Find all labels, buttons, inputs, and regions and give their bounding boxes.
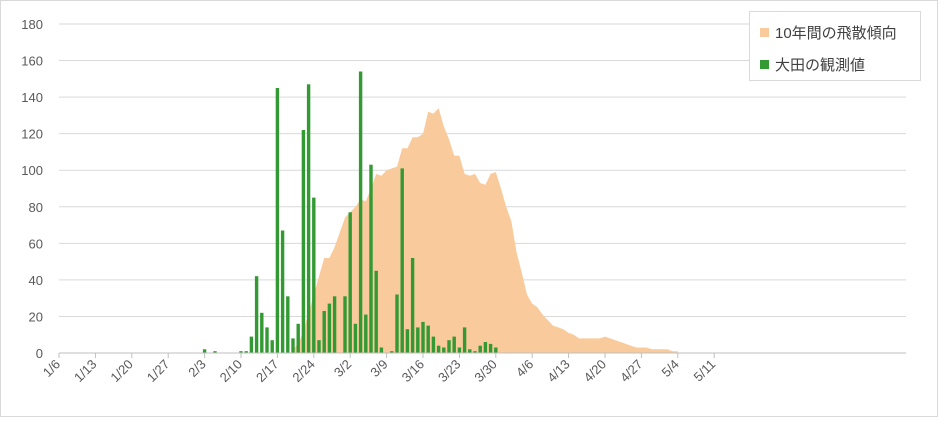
observed-bar xyxy=(286,296,290,353)
legend-swatch-trend xyxy=(760,28,769,37)
observed-bar xyxy=(405,329,410,353)
x-tick-label: 3/23 xyxy=(435,357,464,386)
observed-bar xyxy=(358,71,363,353)
observed-bar xyxy=(322,311,326,353)
observed-bar xyxy=(390,351,394,353)
y-tick-label: 120 xyxy=(21,127,43,142)
observed-bar xyxy=(400,168,404,353)
x-tick-label: 1/27 xyxy=(144,357,173,386)
observed-bar xyxy=(275,88,280,353)
y-tick-label: 140 xyxy=(21,90,43,105)
observed-bar xyxy=(249,336,254,353)
observed-bar xyxy=(332,296,337,353)
legend-label-trend: 10年間の飛散傾向 xyxy=(775,25,897,42)
legend-label-observed: 大田の観測値 xyxy=(775,57,866,74)
y-tick-label: 100 xyxy=(21,163,43,178)
y-tick-label: 20 xyxy=(29,309,43,324)
x-tick-label: 2/3 xyxy=(185,357,208,380)
y-tick-label: 180 xyxy=(21,17,43,32)
observed-bar xyxy=(270,340,274,353)
legend-swatch-observed xyxy=(760,60,769,69)
observed-bar xyxy=(462,327,467,353)
observed-bar xyxy=(457,347,462,353)
observed-bar xyxy=(239,351,243,353)
x-tick-label: 2/10 xyxy=(217,357,246,386)
observed-bar xyxy=(421,321,425,353)
observed-bar xyxy=(343,296,347,353)
observed-bar xyxy=(364,314,368,353)
y-tick-label: 80 xyxy=(29,200,43,215)
observed-bar xyxy=(348,212,352,353)
observed-bar xyxy=(260,312,264,353)
observed-bar xyxy=(468,349,472,353)
legend-item-observed: 大田の観測値 xyxy=(760,54,865,75)
x-tick-label: 4/27 xyxy=(617,357,646,386)
x-tick-label: 2/24 xyxy=(289,357,318,386)
x-tick-label: 5/11 xyxy=(691,357,719,385)
trend-area-layer xyxy=(293,108,678,353)
x-tick-label: 1/20 xyxy=(107,357,136,386)
x-tick-label: 2/17 xyxy=(253,357,282,386)
observed-bar xyxy=(426,325,430,353)
observed-bar xyxy=(353,323,358,353)
observed-bar xyxy=(312,197,316,353)
observed-bar xyxy=(483,342,488,353)
x-tick-label: 4/20 xyxy=(581,357,610,386)
x-tick-label: 5/4 xyxy=(659,357,682,380)
x-tick-label: 4/13 xyxy=(544,357,573,386)
observed-bar xyxy=(473,351,477,353)
observed-bar xyxy=(447,340,451,353)
observed-bar xyxy=(280,230,285,353)
observed-bar xyxy=(291,338,295,353)
observed-bar xyxy=(265,327,269,353)
observed-bar xyxy=(327,303,332,353)
observed-bar xyxy=(244,351,248,353)
y-tick-label: 60 xyxy=(29,236,43,251)
x-tick-label: 3/9 xyxy=(367,357,390,380)
observed-bar xyxy=(488,343,493,353)
observed-bar xyxy=(442,347,446,353)
observed-bar xyxy=(213,351,217,353)
observed-bar xyxy=(301,130,306,353)
observed-bar xyxy=(410,258,415,353)
observed-bar xyxy=(254,276,259,353)
y-tick-label: 40 xyxy=(29,273,43,288)
observed-bar xyxy=(202,349,207,353)
observed-bar xyxy=(436,345,441,353)
observed-bar xyxy=(379,347,384,353)
observed-bar xyxy=(395,294,399,353)
y-tick-label: 160 xyxy=(21,54,43,69)
observed-bar xyxy=(369,164,373,353)
grid-lines xyxy=(59,23,906,317)
x-tick-label: 3/16 xyxy=(399,357,428,386)
x-tick-label: 1/13 xyxy=(71,357,100,386)
y-tick-label: 0 xyxy=(36,346,43,361)
observed-bar xyxy=(317,340,321,353)
observed-bars-layer xyxy=(202,71,498,354)
trend-area xyxy=(293,108,678,353)
observed-bar xyxy=(478,345,482,353)
x-tick-label: 3/2 xyxy=(331,357,354,380)
x-tick-label: 1/6 xyxy=(40,357,63,380)
legend: 10年間の飛散傾向 大田の観測値 xyxy=(749,11,921,81)
observed-bar xyxy=(416,327,420,353)
legend-item-trend: 10年間の飛散傾向 xyxy=(760,22,897,43)
observed-bar xyxy=(452,336,456,353)
x-tick-label: 3/30 xyxy=(471,357,500,386)
x-tick-label: 4/6 xyxy=(513,357,536,380)
observed-bar xyxy=(431,336,436,353)
observed-bar xyxy=(296,323,300,353)
observed-bar xyxy=(494,347,498,353)
observed-bar xyxy=(306,84,311,354)
observed-bar xyxy=(374,270,378,354)
